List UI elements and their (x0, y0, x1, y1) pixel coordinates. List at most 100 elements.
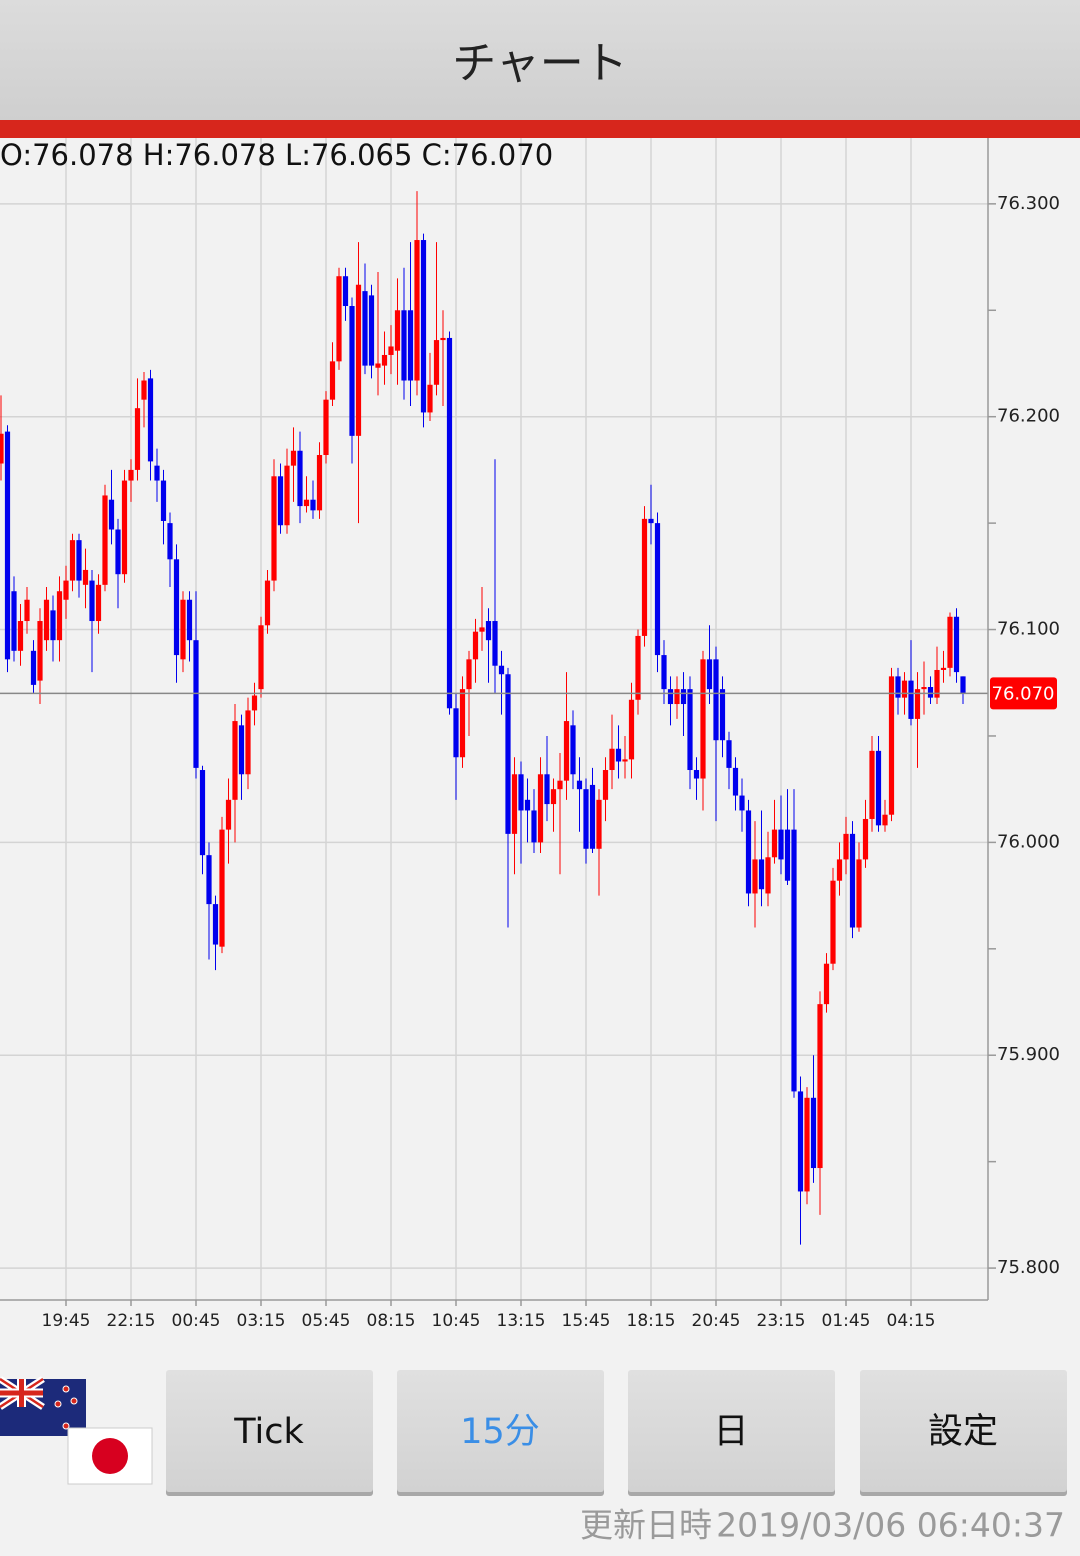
button-label[interactable]: 日 (713, 1412, 748, 1452)
candle-body (17, 621, 24, 651)
button-face (628, 1370, 835, 1492)
y-tick-label: 76.100 (997, 619, 1060, 640)
candle-body (459, 689, 466, 758)
candle-body (882, 814, 888, 826)
x-tick-label: 04:15 (887, 1311, 936, 1331)
candles (0, 191, 966, 1245)
candle-body (856, 859, 862, 928)
candle-body (440, 337, 446, 341)
candle-body (784, 829, 791, 881)
x-tick-label: 15:45 (562, 1311, 611, 1331)
candle-body (700, 659, 706, 779)
tab-button[interactable]: 設定 (860, 1370, 1067, 1496)
candle-body (895, 676, 901, 698)
candle-body (908, 680, 914, 719)
candle-body (505, 674, 511, 834)
accent-bar (0, 120, 1080, 138)
candle-body (576, 780, 583, 790)
tab-button[interactable]: 15分 (397, 1370, 604, 1496)
candle-body (758, 859, 765, 890)
candle-body (303, 499, 310, 507)
candle-body (654, 523, 661, 656)
candle-body (518, 774, 524, 811)
candle-body (76, 540, 82, 581)
candle-body (199, 770, 206, 856)
candle-body (940, 667, 947, 670)
candle-body (921, 687, 927, 690)
candle-body (401, 310, 407, 381)
candle-body (927, 687, 934, 698)
candle-body (752, 859, 758, 894)
candle-body (349, 306, 355, 436)
candle-body (765, 857, 771, 894)
candle-body (732, 767, 739, 796)
last-price-box (990, 677, 1057, 710)
candle-body (745, 810, 752, 894)
candle-body (277, 476, 284, 526)
candle-body (661, 655, 667, 690)
candle-body (433, 340, 440, 385)
candle-body (167, 523, 173, 560)
candle-body (888, 676, 895, 815)
candle-body (342, 276, 349, 307)
candle-body (407, 310, 414, 381)
candle-body (212, 904, 219, 945)
candle-body (310, 499, 316, 511)
tab-button[interactable]: 日 (628, 1370, 835, 1496)
footer-timestamp: 2019/03/06 06:40:37 (716, 1506, 1065, 1545)
candle-body (63, 580, 69, 600)
candle-body (875, 750, 882, 826)
candle-body (901, 680, 908, 698)
last-price-label: 76.070 (992, 683, 1055, 704)
button-label[interactable]: 15分 (460, 1412, 540, 1452)
candle-body (602, 770, 609, 800)
candle-body (622, 759, 628, 762)
candle-body (810, 1097, 817, 1169)
candle-body (531, 810, 537, 843)
x-tick-label: 20:45 (692, 1311, 741, 1331)
button-label[interactable]: Tick (233, 1412, 304, 1452)
candle-body (245, 710, 251, 775)
button-face (397, 1370, 604, 1492)
candle-body (550, 789, 557, 805)
x-tick-label: 10:45 (432, 1311, 481, 1331)
candle-body (446, 337, 453, 709)
candle-body (11, 591, 17, 651)
candle-body (914, 689, 921, 719)
candle-body (147, 378, 154, 462)
tab-button[interactable]: Tick (166, 1370, 373, 1496)
candle-body (82, 569, 89, 585)
candle-body (232, 721, 238, 800)
candle-body (641, 518, 648, 636)
header-bar (0, 0, 1080, 120)
header-title: チャート (452, 38, 628, 89)
candle-body (719, 689, 726, 741)
candle-body (667, 689, 674, 705)
candle-body (225, 799, 232, 830)
candle-body (557, 780, 563, 790)
button-face (166, 1370, 373, 1492)
plot-area (0, 138, 988, 1300)
candle-body (362, 291, 368, 366)
candle-body (290, 450, 297, 466)
candle-body (206, 855, 212, 905)
candle-body (193, 640, 199, 768)
button-bar: Tick 15分 日 設定 (166, 1370, 1067, 1496)
candle-body (173, 559, 180, 656)
ohlc-label: O:76.078 H:76.078 L:76.065 C:76.070 (0, 138, 553, 172)
candle-body (355, 284, 362, 436)
button-label[interactable]: 設定 (928, 1412, 998, 1452)
candle-body (258, 625, 264, 690)
candle-body (50, 610, 56, 641)
candle-body (297, 450, 303, 507)
x-tick-label: 18:15 (627, 1311, 676, 1331)
x-tick-label: 00:45 (172, 1311, 221, 1331)
candle-body (648, 518, 654, 524)
candle-body (381, 354, 388, 366)
candle-body (804, 1097, 810, 1192)
candle-body (154, 465, 160, 481)
candle-body (24, 599, 30, 622)
candle-body (713, 659, 719, 741)
x-tick-label: 01:45 (822, 1311, 871, 1331)
